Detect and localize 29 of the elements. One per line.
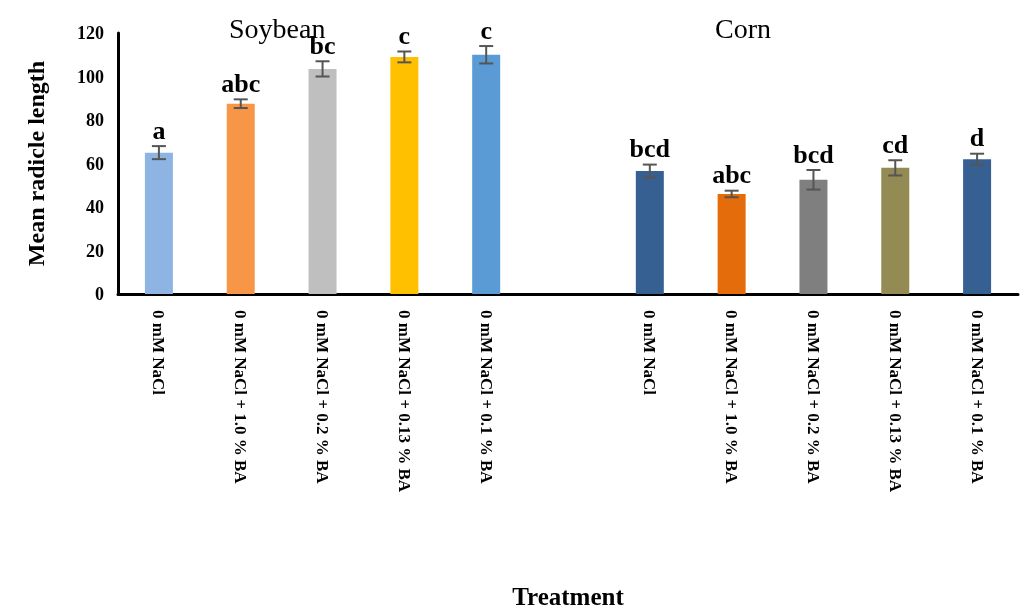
x-tick-label: 0 mM NaCl + 1.0 % BA	[231, 310, 251, 485]
data-label: bcd	[629, 134, 671, 164]
y-tick-label: 40	[86, 197, 104, 217]
y-tick-label: 80	[86, 110, 104, 130]
data-label: a	[152, 115, 166, 145]
x-tick-label: 0 mM NaCl + 0.1 % BA	[476, 310, 496, 485]
data-label: cd	[882, 129, 909, 159]
x-tick-label: 0 mM NaCl + 0.1 % BA	[967, 310, 987, 485]
x-tick-label: 0 mM NaCl	[640, 310, 660, 396]
annotation: Corn	[715, 12, 771, 44]
x-tick-label: 0 mM NaCl + 0.2 % BA	[803, 310, 823, 485]
data-label: bcd	[793, 139, 835, 169]
y-tick-label: 120	[77, 23, 104, 43]
y-tick-label: 60	[86, 153, 104, 174]
x-axis-title: Treatment	[512, 583, 625, 610]
data-label: c	[398, 20, 411, 50]
y-axis-title: Mean radicle length	[23, 60, 49, 267]
x-tick-label: 0 mM NaCl + 1.0 % BA	[722, 310, 742, 485]
x-tick-label: 0 mM NaCl	[149, 310, 169, 396]
data-label: d	[969, 123, 985, 153]
data-label: abc	[712, 160, 752, 190]
data-label: c	[480, 15, 492, 45]
data-label: abc	[221, 68, 261, 98]
y-tick-label: 0	[95, 284, 104, 304]
x-tick-label: 0 mM NaCl + 0.2 % BA	[313, 310, 333, 485]
x-tick-label: 0 mM NaCl + 0.13 % BA	[885, 310, 905, 493]
y-tick-label: 100	[77, 66, 104, 87]
y-tick-label: 20	[86, 240, 104, 261]
x-tick-label: 0 mM NaCl + 0.13 % BA	[394, 310, 414, 493]
